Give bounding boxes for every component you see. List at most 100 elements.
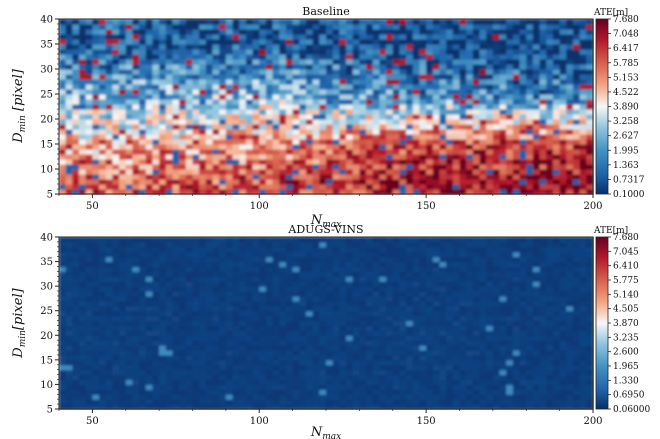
heatmap-cell: [99, 44, 107, 50]
heatmap-cell: [305, 246, 314, 253]
heatmap-cell: [72, 24, 80, 30]
heatmap-cell: [446, 49, 454, 55]
heatmap-cell: [326, 320, 334, 327]
heatmap-cell: [519, 104, 527, 110]
heatmap-cell: [559, 59, 567, 65]
heatmap-cell: [65, 109, 73, 115]
heatmap-cell: [65, 246, 73, 253]
heatmap-cell: [412, 99, 421, 105]
heatmap-cell: [252, 389, 260, 395]
heatmap-cell: [419, 109, 427, 115]
heatmap-cell: [285, 99, 294, 105]
heatmap-cell: [85, 291, 93, 297]
heatmap-cell: [299, 237, 307, 243]
heatmap-cell: [379, 237, 387, 243]
heatmap-cell: [105, 44, 113, 50]
heatmap-cell: [165, 189, 174, 195]
heatmap-cell: [459, 144, 467, 150]
heatmap-cell: [152, 300, 160, 307]
heatmap-cell: [72, 389, 80, 395]
heatmap-cell: [112, 39, 120, 45]
heatmap-cell: [546, 54, 554, 60]
heatmap-cell: [432, 379, 441, 386]
heatmap-cell: [432, 345, 441, 351]
heatmap-cell: [292, 246, 300, 253]
heatmap-cell: [432, 139, 441, 145]
heatmap-cell: [79, 189, 87, 195]
heatmap-cell: [305, 114, 314, 120]
heatmap-cell: [339, 144, 347, 150]
heatmap-cell: [125, 124, 134, 130]
heatmap-cell: [339, 44, 347, 50]
heatmap-cell: [185, 114, 194, 120]
heatmap-cell: [245, 295, 254, 302]
heatmap-cell: [259, 84, 267, 90]
heatmap-cell: [292, 241, 300, 248]
heatmap-cell: [466, 19, 474, 25]
heatmap-cell: [72, 399, 80, 405]
heatmap-cell: [199, 149, 207, 155]
heatmap-cell: [139, 104, 147, 110]
heatmap-cell: [372, 310, 380, 317]
heatmap-cell: [59, 184, 67, 190]
heatmap-cell: [386, 330, 394, 336]
heatmap-cell: [152, 179, 160, 185]
heatmap-cell: [119, 154, 127, 160]
heatmap-cell: [165, 394, 174, 400]
heatmap-cell: [426, 295, 434, 302]
heatmap-cell: [359, 164, 367, 170]
heatmap-cell: [125, 99, 134, 105]
heatmap-cell: [326, 39, 334, 45]
heatmap-cell: [305, 189, 314, 195]
heatmap-cell: [406, 154, 414, 160]
heatmap-cell: [65, 315, 73, 322]
heatmap-cell: [119, 59, 127, 65]
heatmap-cell: [205, 350, 214, 356]
heatmap-cell: [452, 404, 461, 410]
heatmap-cell: [292, 124, 300, 130]
heatmap-cell: [419, 39, 427, 45]
heatmap-cell: [312, 320, 320, 327]
heatmap-cell: [399, 184, 407, 190]
heatmap-cell: [312, 34, 320, 40]
heatmap-cell: [232, 345, 240, 351]
heatmap-cell: [439, 174, 447, 180]
heatmap-cell: [552, 29, 561, 35]
heatmap-cell: [205, 64, 214, 70]
heatmap-cell: [285, 246, 294, 253]
heatmap-cell: [452, 124, 461, 130]
heatmap-cell: [319, 389, 327, 395]
heatmap-cell: [492, 99, 501, 105]
heatmap-cell: [232, 256, 240, 263]
heatmap-cell: [479, 139, 487, 145]
heatmap-cell: [399, 399, 407, 405]
heatmap-cell: [85, 335, 93, 341]
heatmap-cell: [232, 39, 240, 45]
heatmap-cell: [85, 305, 93, 312]
heatmap-cell: [372, 49, 380, 55]
heatmap-cell: [579, 114, 587, 120]
heatmap-cell: [386, 59, 394, 65]
heatmap-cell: [99, 295, 107, 302]
heatmap-cell: [319, 124, 327, 130]
heatmap-cell: [59, 24, 67, 30]
heatmap-cell: [526, 174, 534, 180]
heatmap-cell: [172, 29, 180, 35]
heatmap-cell: [125, 169, 134, 175]
heatmap-cell: [319, 29, 327, 35]
heatmap-cell: [292, 179, 300, 185]
heatmap-cell: [79, 325, 87, 331]
heatmap-cell: [99, 369, 107, 376]
heatmap-cell: [145, 251, 154, 258]
heatmap-cell: [512, 64, 521, 70]
heatmap-cell: [219, 300, 227, 307]
heatmap-cell: [105, 310, 113, 317]
heatmap-cell: [79, 404, 87, 410]
heatmap-cell: [446, 330, 454, 336]
heatmap-cell: [105, 359, 113, 366]
heatmap-cell: [99, 256, 107, 263]
heatmap-cell: [105, 246, 113, 253]
heatmap-cell: [466, 139, 474, 145]
heatmap-cell: [546, 189, 554, 195]
heatmap-cell: [439, 394, 447, 400]
